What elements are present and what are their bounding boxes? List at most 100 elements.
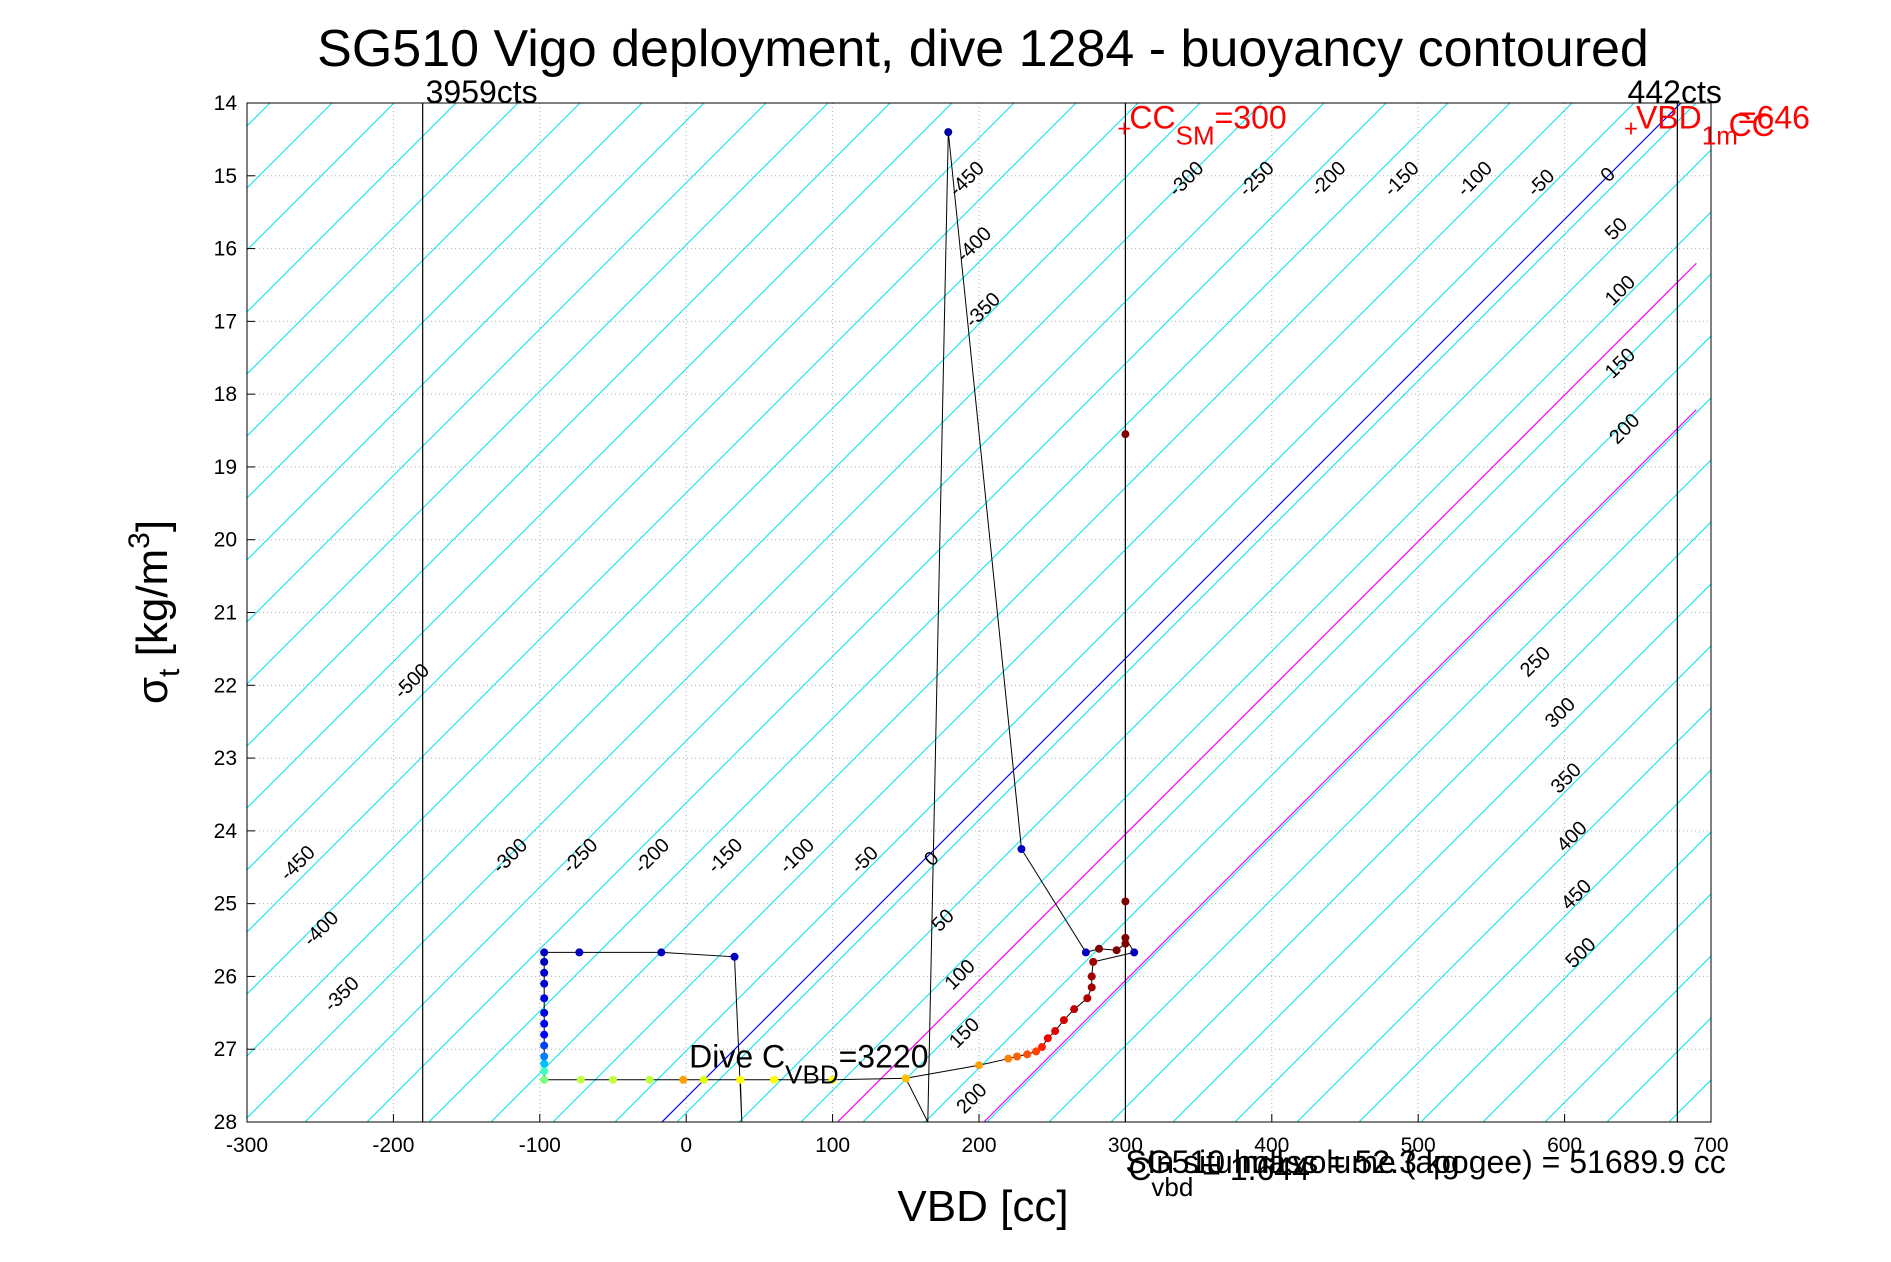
x-axis-label: VBD [cc]: [897, 1182, 1068, 1231]
trajectory-point: [736, 1075, 745, 1084]
trajectory-point: [770, 1075, 779, 1084]
contour-line: [862, 273, 1711, 1122]
trajectory-point: [1121, 939, 1130, 948]
contour-line: [1420, 831, 1711, 1122]
trajectory-point: [1089, 957, 1098, 966]
y-tick-label: 22: [214, 674, 237, 697]
contour-line: [247, 103, 581, 437]
y-axis-label-units: [kg/m: [128, 549, 177, 669]
trajectory-point: [609, 1075, 617, 1084]
contour-line: [247, 103, 953, 809]
trajectory-point: [1059, 1016, 1068, 1025]
trajectory-point: [540, 1067, 549, 1076]
trajectory-point: [1087, 972, 1096, 981]
trajectory-point: [699, 1075, 708, 1084]
trajectory-point: [1121, 897, 1130, 906]
trajectory-point: [540, 1008, 549, 1017]
contour-line: [1172, 583, 1711, 1122]
trajectory-point: [1023, 1050, 1032, 1059]
trajectory-point: [679, 1075, 688, 1084]
contour-line: [676, 103, 1697, 1122]
x-tick-label: 500: [1401, 1134, 1436, 1157]
contour-line: [247, 103, 1139, 995]
trajectory-point: [540, 957, 549, 966]
reference-line-label: 3959cts: [426, 74, 538, 110]
x-tick-label: 700: [1693, 1134, 1728, 1157]
y-tick-label: 26: [214, 965, 237, 988]
trajectory-point: [540, 1052, 549, 1061]
trajectory-point: [901, 1074, 910, 1083]
contour-line: [247, 103, 767, 623]
y-tick-label: 24: [214, 820, 238, 843]
trajectory-point: [1130, 948, 1139, 957]
contour-line: [738, 149, 1711, 1122]
y-tick-label: 21: [214, 602, 237, 625]
contour-line: [247, 103, 829, 685]
contour-line: [1234, 645, 1711, 1122]
contour-line: [1110, 521, 1711, 1122]
trajectory-point: [540, 979, 549, 988]
buoyancy-contours: [247, 103, 1711, 1122]
y-tick-label: 18: [214, 383, 237, 406]
annotation: Cvbd = 1.644: [1128, 1151, 1310, 1202]
trajectory-point: [1121, 933, 1130, 942]
marker-plus: +: [1117, 115, 1131, 142]
trajectory-point: [1043, 1034, 1052, 1043]
y-axis-label-sub: t: [153, 668, 186, 677]
x-tick-label: -300: [226, 1134, 268, 1157]
contour-line: [1296, 707, 1711, 1122]
axis-ticks: -300 -200 -100 0 100 200 300 400 500 600 700 14 15 16…: [214, 92, 1729, 1157]
contour-line: [247, 103, 891, 747]
marker-label: VBD1m=646: [1636, 99, 1810, 150]
y-axis-label-sup: 3: [123, 532, 156, 549]
trajectory-point: [540, 948, 549, 957]
reference-line-label: 442cts: [1628, 74, 1722, 110]
contour-line: [247, 103, 519, 375]
y-tick-label: 15: [214, 165, 237, 188]
annotation: SG510 hull volume (apogee) = 51689.9 cc: [1125, 1144, 1725, 1180]
annotation: In situ mass = 52.3 kg: [1147, 1144, 1459, 1180]
contour-line: [247, 103, 1015, 871]
x-tick-label: 200: [961, 1134, 996, 1157]
y-tick-label: 16: [214, 238, 237, 261]
y-tick-label: 23: [214, 747, 237, 770]
contour-line: [366, 103, 1387, 1122]
grid: [246, 102, 1712, 1123]
trajectory-point: [540, 994, 549, 1003]
contour-line: [247, 103, 1077, 933]
x-tick-label: -100: [519, 1134, 561, 1157]
trajectory-point: [1013, 1052, 1022, 1061]
contour-line: [247, 103, 457, 313]
neutral-line: [661, 103, 1682, 1122]
contour-line: [247, 103, 1201, 1057]
trajectory-point: [1121, 430, 1130, 439]
trajectory-point: [1112, 946, 1121, 955]
y-tick-label: 19: [214, 456, 237, 479]
trajectory-point: [540, 1019, 549, 1028]
contour-line: [247, 103, 1263, 1119]
y-tick-label: 27: [214, 1038, 237, 1061]
trajectory-point: [645, 1075, 654, 1084]
trajectory-point: [540, 1030, 549, 1039]
trajectory-point: [1070, 1005, 1079, 1014]
contour-line: [247, 103, 705, 561]
trajectory-point: [1037, 1043, 1046, 1052]
trajectory-point: [576, 1075, 585, 1084]
contour-line: [924, 335, 1711, 1122]
trajectory-point: [540, 968, 549, 977]
y-tick-label: 14: [214, 92, 238, 115]
y-tick-label: 28: [214, 1111, 237, 1134]
edge-label: CC: [1729, 107, 1775, 143]
dive-trajectory: [540, 128, 1139, 1123]
trajectory-point: [1083, 994, 1092, 1003]
y-tick-label: 17: [214, 310, 237, 333]
marker-label: CCSM=300: [1129, 99, 1286, 150]
trajectory-point: [1081, 948, 1090, 957]
trajectory-point: [1087, 983, 1096, 992]
trajectory-point: [730, 952, 739, 961]
y-axis-label: σt [kg/m3]: [123, 520, 186, 704]
marker-plus: +: [1624, 115, 1638, 142]
contour-line: [1358, 769, 1711, 1122]
chart-title: SG510 Vigo deployment, dive 1284 - buoya…: [317, 20, 1649, 78]
